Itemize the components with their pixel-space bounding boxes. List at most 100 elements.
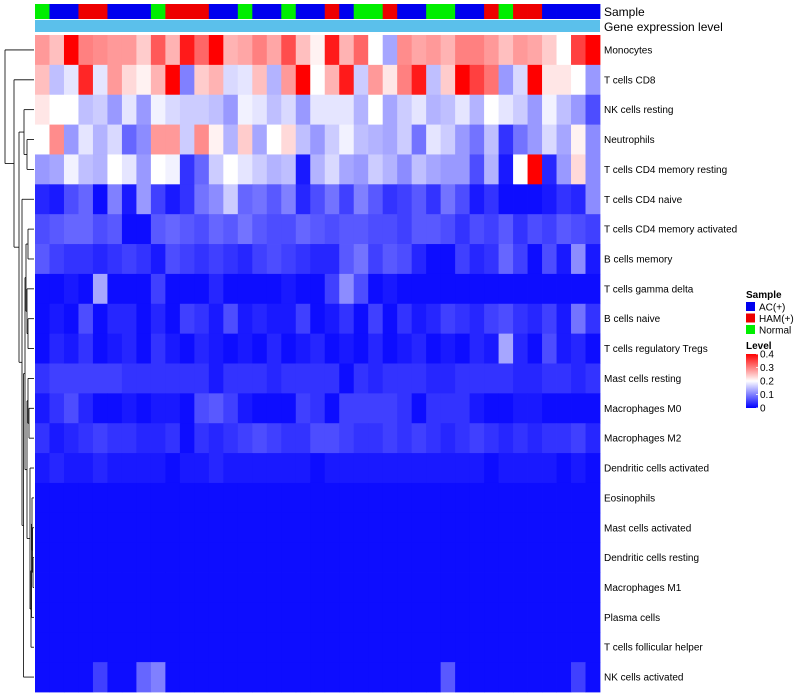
heatmap-cell [295, 542, 311, 573]
heatmap-cell [165, 632, 181, 663]
heatmap-cell [397, 453, 413, 484]
heatmap-cell [136, 94, 152, 125]
heatmap-cell [440, 214, 456, 245]
heatmap-cell [63, 273, 79, 305]
heatmap-cell [368, 632, 384, 663]
heatmap-cell [571, 602, 586, 633]
heatmap-cell [498, 363, 514, 394]
heatmap-cell [107, 632, 123, 663]
heatmap-cell [411, 124, 427, 155]
heatmap-cell [411, 64, 427, 96]
heatmap-cell [136, 512, 152, 544]
heatmap-cell [107, 244, 123, 275]
heatmap-cell [513, 662, 528, 693]
heatmap-cell [92, 602, 108, 633]
heatmap-cell [208, 453, 224, 484]
heatmap-cell [513, 124, 528, 155]
heatmap-cell [78, 303, 94, 335]
heatmap-cell [237, 512, 253, 544]
heatmap-cell [252, 154, 268, 185]
heatmap-cell [484, 214, 499, 245]
heatmap-cell [295, 423, 311, 454]
heatmap-cell [339, 453, 355, 484]
heatmap-cell [440, 632, 456, 663]
heatmap-cell [35, 303, 50, 335]
heatmap-cell [585, 602, 601, 633]
heatmap-cell [165, 363, 181, 394]
heatmap-cell [237, 214, 253, 245]
heatmap-cell [440, 542, 456, 573]
row-label: Dendritic cells resting [604, 553, 699, 564]
heatmap-cell [440, 393, 456, 424]
heatmap-cell [556, 94, 572, 125]
heatmap-cell [527, 35, 543, 66]
sample-annotation-cell [49, 4, 65, 19]
heatmap-cell [513, 602, 528, 633]
heatmap-cell [266, 124, 282, 155]
heatmap-cell [397, 602, 413, 633]
heatmap-cell [455, 542, 471, 573]
heatmap-cell [455, 662, 471, 693]
heatmap-cell [63, 363, 79, 394]
heatmap-cell [281, 512, 297, 544]
heatmap-cell [150, 94, 166, 125]
heatmap-cell [426, 572, 442, 603]
heatmap-cell [455, 303, 471, 335]
heatmap-cell [324, 124, 340, 155]
heatmap-cell [78, 184, 94, 215]
heatmap-cell [571, 632, 586, 663]
heatmap-cell [498, 64, 514, 96]
heatmap-cell [411, 512, 427, 544]
heatmap-cell [165, 423, 181, 454]
heatmap-cell [571, 333, 586, 364]
heatmap-cell [194, 662, 210, 693]
heatmap-cell [179, 662, 195, 693]
heatmap-cell [49, 273, 65, 305]
heatmap-cell [556, 35, 572, 66]
heatmap-cell [281, 184, 297, 215]
heatmap-cell [150, 244, 166, 275]
heatmap-cell [49, 482, 65, 514]
heatmap-cell [455, 244, 471, 275]
heatmap-cell [542, 512, 557, 544]
heatmap-cell [208, 423, 224, 454]
heatmap-cell [165, 512, 181, 544]
heatmap-cell [179, 512, 195, 544]
sample-annotation-cell [63, 4, 79, 19]
heatmap-cell [136, 214, 152, 245]
heatmap-cell [266, 94, 282, 125]
heatmap-cell [107, 154, 123, 185]
heatmap-cell [295, 214, 311, 245]
heatmap-cell [179, 453, 195, 484]
heatmap-cell [324, 393, 340, 424]
heatmap-cell [513, 64, 528, 96]
heatmap-cell [310, 632, 326, 663]
heatmap-cell [542, 602, 557, 633]
heatmap-cell [397, 482, 413, 514]
heatmap-cell [150, 542, 166, 573]
heatmap-cell [281, 542, 297, 573]
heatmap-cell [469, 512, 485, 544]
heatmap-cell [571, 393, 586, 424]
heatmap-cell [92, 393, 108, 424]
heatmap-cell [498, 512, 514, 544]
heatmap-cell [484, 572, 499, 603]
heatmap-cell [78, 124, 94, 155]
heatmap-cell [527, 482, 543, 514]
heatmap-cell [527, 393, 543, 424]
heatmap-cell [49, 244, 65, 275]
heatmap-cell [527, 124, 543, 155]
heatmap-cell [252, 423, 268, 454]
heatmap-cell [252, 124, 268, 155]
sample-annotation-cell [208, 4, 224, 19]
heatmap-cell [107, 214, 123, 245]
heatmap-cell [237, 244, 253, 275]
heatmap-cell [92, 214, 108, 245]
heatmap-cell [498, 572, 514, 603]
sample-annotation-track [35, 4, 601, 19]
heatmap-cell [556, 184, 572, 215]
heatmap-cell [513, 333, 528, 364]
heatmap-cell [150, 393, 166, 424]
heatmap-cell [498, 214, 514, 245]
heatmap-cell [484, 542, 499, 573]
